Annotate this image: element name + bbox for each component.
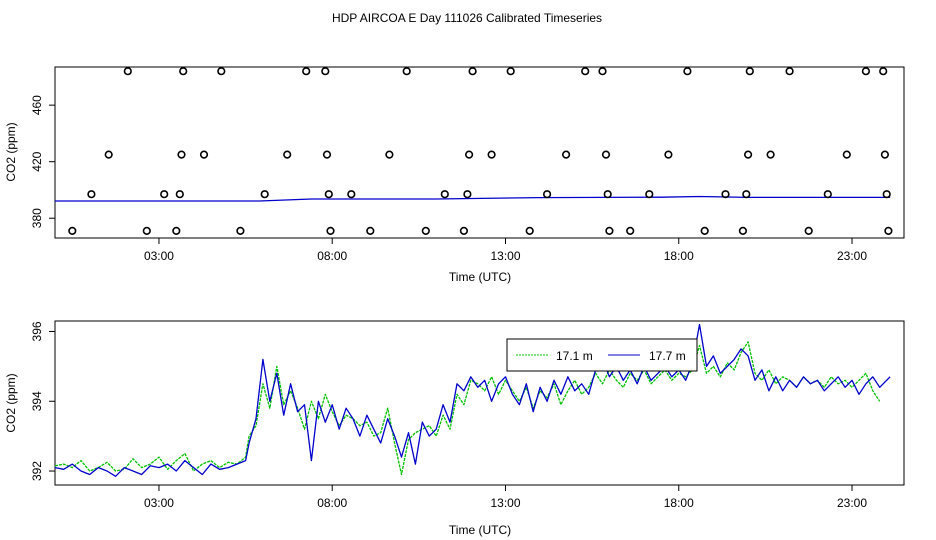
calibration-point [683,67,692,76]
calibration-point [459,226,469,235]
calibration-point [742,190,751,199]
calibration-point [175,190,184,199]
calibration-point [601,150,611,159]
x-tick-label: 23:00 [837,249,867,263]
calibration-point [700,226,709,235]
calibration-point [880,150,890,159]
calibration-point [542,190,552,199]
y-tick-label: 396 [30,321,44,341]
calibration-point [745,67,754,76]
calibration-point [664,150,673,159]
legend-label-17-7m: 17.7 m [649,349,686,363]
chart-title: HDP AIRCOA E Day 111026 Calibrated Times… [332,11,602,25]
x-tick-label: 13:00 [490,249,520,263]
top-panel: 03:00 08:00 13:00 18:00 23:00 380 420 460 Time… [4,66,905,284]
bottom-y-axis-label: CO2 (ppm) [4,373,18,432]
top-x-axis-label: Time (UTC) [449,270,511,284]
y-tick-label: 460 [30,95,44,115]
calibration-point [721,190,730,199]
x-tick-label: 08:00 [317,249,347,263]
top-y-axis: 380 420 460 [30,95,55,228]
calibration-point [440,190,449,199]
series-line-17-7-m [54,323,891,477]
top-y-axis-label: CO2 (ppm) [4,122,18,181]
calibration-point [104,150,113,159]
calibration-point [179,67,188,76]
calibration-point [487,150,496,159]
series-line-17-1-m [54,341,881,476]
calibration-point [465,150,474,159]
y-tick-label: 380 [30,208,44,228]
calibration-point [884,226,893,235]
x-tick-label: 18:00 [664,496,694,510]
series-line-0-0 [55,195,891,202]
calibration-point [626,226,635,235]
calibration-point [68,226,77,235]
bottom-panel: 03:00 08:00 13:00 18:00 23:00 392 394 396 Time… [4,320,905,537]
calibration-point [199,150,209,159]
calibration-point [172,226,181,235]
calibration-point [842,150,851,159]
legend: 17.1 m 17.7 m [506,338,698,372]
calibration-point [645,190,654,199]
calibration-point [402,67,411,76]
calibration-point [260,190,269,199]
calibration-point [217,67,226,76]
calibration-point [561,150,571,159]
y-tick-label: 420 [30,151,44,171]
top-plot-frame [54,66,905,239]
calibration-point [322,150,332,159]
legend-label-17-1m: 17.1 m [556,349,593,363]
calibration-point [366,226,375,235]
x-tick-label: 08:00 [317,496,347,510]
calibration-point [598,67,607,76]
calibration-point [879,67,888,76]
calibration-point [785,67,794,76]
calibration-point [302,67,311,76]
y-tick-label: 394 [30,391,44,411]
calibration-point [347,190,356,199]
calibration-point [603,190,612,199]
calibration-point [605,226,614,235]
calibration-point [236,226,245,235]
calibration-point [738,226,748,235]
top-series [55,195,891,202]
top-x-axis: 03:00 08:00 13:00 18:00 23:00 [144,238,867,263]
x-tick-label: 18:00 [664,249,694,263]
calibration-point [142,226,151,235]
calibration-point [861,67,871,76]
calibration-point [87,190,96,199]
calibration-point [421,226,430,235]
calibration-point [766,150,775,159]
calibration-point [823,190,832,199]
calibration-point [177,150,186,159]
x-tick-label: 03:00 [144,496,174,510]
calibration-point [463,190,472,199]
bottom-y-axis: 392 394 396 [30,321,55,481]
calibration-point [321,67,330,76]
calibration-point [581,67,590,76]
calibration-point [283,150,292,159]
bottom-plot-frame [54,320,905,486]
x-tick-label: 23:00 [837,496,867,510]
calibration-point [324,190,333,199]
calibration-point [326,226,335,235]
calibration-point [123,67,132,76]
calibration-point [468,67,477,76]
calibration-point [882,190,891,199]
top-calibration-points [68,67,893,235]
calibration-point [385,150,394,159]
calibration-point [804,226,813,235]
bottom-x-axis: 03:00 08:00 13:00 18:00 23:00 [144,485,867,510]
calibration-point [525,226,534,235]
calibration-point [506,67,515,76]
bottom-series [54,323,891,477]
x-tick-label: 13:00 [490,496,520,510]
bottom-x-axis-label: Time (UTC) [449,523,511,537]
y-tick-label: 392 [30,461,44,481]
calibration-point [743,150,753,159]
x-tick-label: 03:00 [144,249,174,263]
calibration-point [160,190,169,199]
